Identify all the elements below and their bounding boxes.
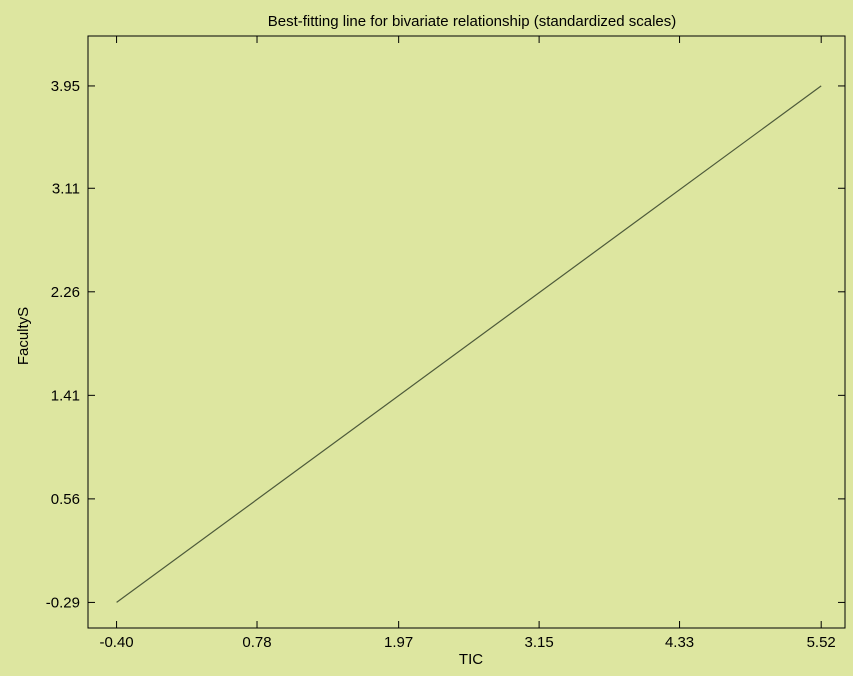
y-tick-label: 0.56: [51, 491, 80, 508]
plot-frame: [87, 35, 846, 629]
x-axis-label: TIC: [459, 651, 483, 668]
y-axis-label: FacultyS: [15, 307, 32, 365]
x-tick-label: 0.78: [242, 634, 271, 651]
x-tick-label: 4.33: [665, 634, 694, 651]
y-tick-label: 2.26: [51, 284, 80, 301]
x-tick-label: 5.52: [807, 634, 836, 651]
x-tick-label: 3.15: [525, 634, 554, 651]
x-tick-label: 1.97: [384, 634, 413, 651]
best-fit-line: [116, 85, 822, 603]
x-axis-ticks: -0.40 0.78 1.97 3.15 4.33 5.52: [99, 36, 836, 651]
y-axis-ticks: -0.29 0.56 1.41 2.26 3.11 3.95: [46, 78, 845, 611]
chart-title: Best-fitting line for bivariate relation…: [268, 13, 677, 30]
x-tick-label: -0.40: [99, 634, 133, 651]
y-tick-label: 3.11: [52, 180, 80, 197]
y-tick-label: 1.41: [51, 387, 80, 404]
y-tick-label: -0.29: [46, 594, 80, 611]
y-tick-label: 3.95: [51, 78, 80, 95]
